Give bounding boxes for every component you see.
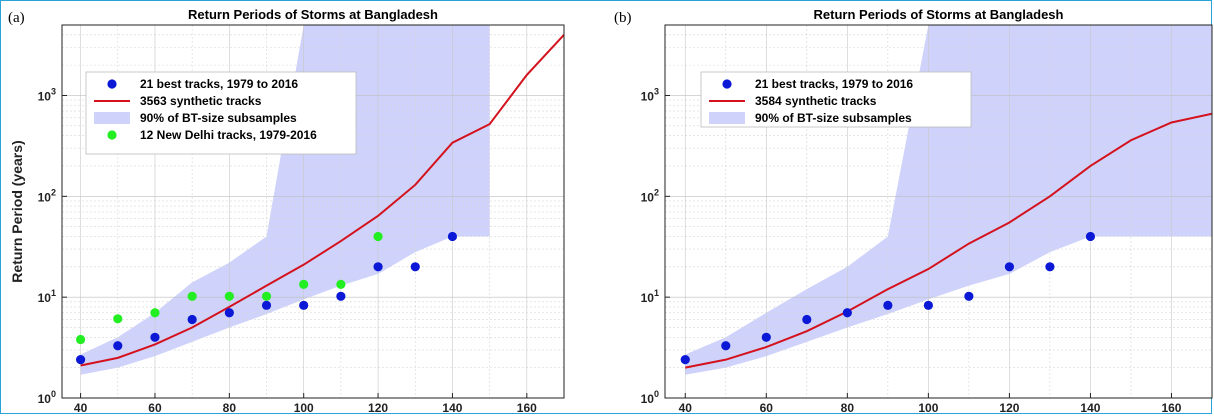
y-tick-label: 102 bbox=[641, 187, 659, 204]
y-tick-label: 103 bbox=[38, 86, 56, 103]
data-point bbox=[1004, 262, 1015, 272]
data-point bbox=[113, 341, 123, 351]
y-tick-label: 102 bbox=[38, 187, 56, 204]
x-tick-label: 160 bbox=[1161, 401, 1181, 415]
panel-label: (b) bbox=[614, 10, 632, 26]
data-point bbox=[802, 314, 812, 325]
synthetic-tracks-line bbox=[685, 112, 1212, 369]
x-tick-label: 140 bbox=[442, 401, 462, 415]
legend: 21 best tracks, 1979 to 2016 3584 synthet… bbox=[700, 71, 972, 128]
confidence-band bbox=[685, 25, 1212, 375]
data-point bbox=[75, 355, 86, 365]
y-tick-label: 101 bbox=[38, 288, 56, 305]
axes-box bbox=[61, 24, 565, 399]
data-point bbox=[447, 231, 458, 242]
y-tick-label: 100 bbox=[38, 389, 56, 406]
x-tick-label: 40 bbox=[74, 401, 88, 415]
data-point bbox=[1045, 262, 1055, 272]
x-tick-label: 120 bbox=[999, 401, 1019, 415]
x-tick-label: 160 bbox=[517, 401, 537, 415]
axes-box bbox=[664, 24, 1213, 399]
chart-panel-b: 40 60 80 100 120 140 160 100 101 102 103 Return Per… bbox=[614, 7, 1213, 416]
x-axis-label: Maximum Wind Speed (knots) bbox=[213, 413, 412, 416]
legend-marker bbox=[107, 79, 117, 89]
x-tick-label: 60 bbox=[148, 401, 162, 415]
x-tick-label: 80 bbox=[223, 401, 237, 415]
y-tick-label: 103 bbox=[641, 86, 659, 103]
legend-label: 3584 synthetic tracks bbox=[755, 94, 877, 108]
y-tick-label: 100 bbox=[641, 389, 659, 406]
synthetic-tracks-line bbox=[80, 34, 564, 367]
legend-label: 90% of BT-size subsamples bbox=[755, 111, 912, 125]
legend-marker bbox=[709, 112, 745, 124]
data-point bbox=[299, 300, 309, 310]
legend: 21 best tracks, 1979 to 2016 3563 synthet… bbox=[85, 71, 357, 155]
data-point bbox=[261, 291, 272, 301]
scatter-series bbox=[680, 231, 1096, 365]
data-point bbox=[336, 279, 346, 289]
data-point bbox=[842, 308, 852, 318]
data-point bbox=[336, 291, 346, 301]
data-point bbox=[1085, 231, 1096, 242]
legend-label: 12 New Delhi tracks, 1979-2016 bbox=[140, 128, 317, 142]
data-point bbox=[721, 341, 731, 351]
chart-title: Return Periods of Storms at Bangladesh bbox=[188, 7, 438, 22]
data-point bbox=[373, 262, 383, 272]
y-tick-label: 101 bbox=[641, 288, 659, 305]
data-point bbox=[964, 291, 974, 301]
legend-label: 3563 synthetic tracks bbox=[140, 94, 262, 108]
legend-marker bbox=[107, 130, 117, 140]
legend-box bbox=[85, 71, 357, 155]
data-point bbox=[113, 314, 123, 324]
x-tick-label: 80 bbox=[841, 401, 855, 415]
chart-panel-a: 40 60 80 100 120 140 160 100 101 102 103 Return Per… bbox=[8, 7, 565, 416]
data-point bbox=[680, 355, 690, 365]
panel-label: (a) bbox=[8, 10, 25, 26]
data-point bbox=[187, 314, 197, 325]
legend-label: 90% of BT-size subsamples bbox=[140, 111, 297, 125]
data-point bbox=[373, 231, 383, 242]
data-point bbox=[261, 300, 272, 310]
data-point bbox=[761, 332, 771, 342]
x-tick-label: 140 bbox=[1080, 401, 1100, 415]
x-tick-label: 100 bbox=[918, 401, 938, 415]
data-point bbox=[410, 262, 420, 272]
data-point bbox=[923, 300, 933, 310]
x-tick-label: 100 bbox=[294, 401, 314, 415]
confidence-band bbox=[80, 25, 564, 375]
y-axis-label: Return Period (years) bbox=[9, 140, 25, 282]
data-point bbox=[224, 291, 234, 301]
legend-marker bbox=[94, 112, 130, 124]
x-tick-label: 60 bbox=[760, 401, 774, 415]
scatter-series bbox=[75, 231, 383, 345]
x-axis-label: Maximum Wind Speed (knots) bbox=[839, 413, 1038, 416]
legend-box bbox=[700, 71, 972, 128]
legend-marker bbox=[722, 79, 732, 89]
data-point bbox=[150, 308, 160, 318]
scatter-series bbox=[75, 231, 458, 365]
data-point bbox=[299, 279, 309, 289]
x-tick-label: 40 bbox=[679, 401, 693, 415]
data-point bbox=[187, 291, 197, 301]
legend-label: 21 best tracks, 1979 to 2016 bbox=[140, 77, 298, 91]
data-point bbox=[883, 300, 893, 310]
chart-title: Return Periods of Storms at Bangladesh bbox=[814, 7, 1064, 22]
data-point bbox=[75, 334, 86, 345]
data-point bbox=[150, 332, 160, 342]
data-point bbox=[224, 308, 234, 318]
legend-label: 21 best tracks, 1979 to 2016 bbox=[755, 77, 913, 91]
x-tick-label: 120 bbox=[368, 401, 388, 415]
